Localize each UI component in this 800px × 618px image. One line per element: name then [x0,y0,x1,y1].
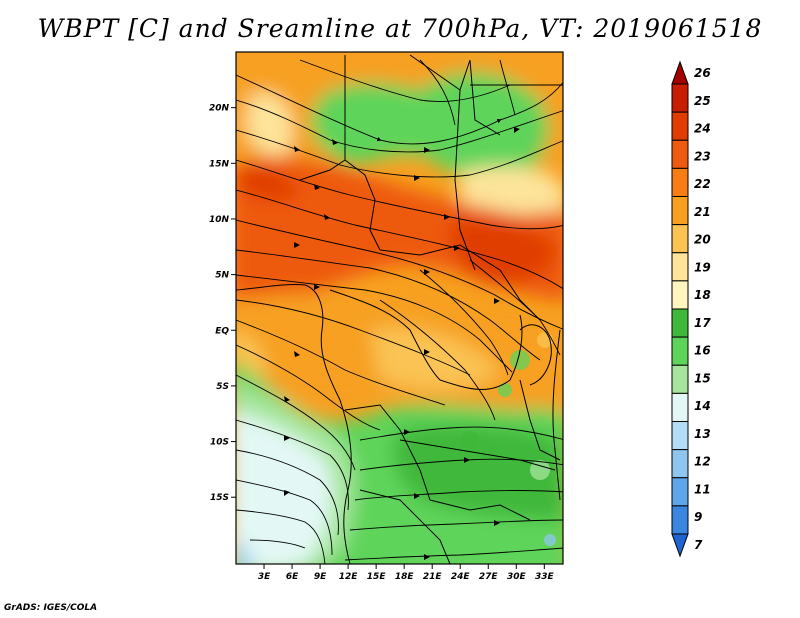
colorbar-swatch [671,280,689,310]
colorbar-level-label: 7 [694,538,703,552]
colorbar-swatch [671,392,689,422]
colorbar-level-label: 17 [694,316,711,330]
colorbar-swatch [671,196,689,226]
colorbar-swatch [671,139,689,169]
colorbar-top-arrow [671,60,689,85]
lat-tick-label: 5S [216,382,229,392]
map-title: WBPT [C] and Sreamline at 700hPa, VT: 20… [37,14,763,43]
longitude-axis: 3E 6E 9E 12E 15E 18E 21E 24E 27E 30E 33E [258,564,555,582]
colorbar-swatch [671,477,689,507]
colorbar-level-label: 16 [694,344,711,358]
lat-tick-label: EQ [215,326,229,336]
lon-tick-label: 18E [395,572,415,582]
colorbar-level-label: 26 [694,66,711,80]
colorbar-level-label: 14 [694,399,711,413]
wbpt-map-plot [236,52,563,564]
lon-tick-label: 9E [314,572,327,582]
streamlines [236,59,563,564]
wbpt-detail-patches [461,332,556,546]
colorbar-swatch [671,449,689,479]
grads-credit: GrADS: IGES/COLA [4,603,98,613]
lat-tick-label: 15N [209,159,230,169]
colorbar-level-label: 13 [694,427,711,441]
lat-tick-label: 10N [209,215,230,225]
lon-tick-label: 27E [479,572,499,582]
lat-tick-label: 5N [215,271,229,281]
colorbar-swatch [671,111,689,141]
lon-tick-label: 12E [339,572,359,582]
colorbar-swatch [671,505,689,535]
lon-tick-label: 15E [367,572,387,582]
colorbar-level-label: 21 [694,205,711,219]
colorbar-level-label: 9 [694,510,702,524]
lon-tick-label: 3E [258,572,271,582]
lon-tick-label: 33E [535,572,555,582]
colorbar-swatch [671,167,689,197]
colorbar-level-label: 19 [694,260,711,274]
colorbar-swatch [671,83,689,113]
colorbar-swatch [671,336,689,366]
plot-frame [235,51,564,565]
country-borders [236,54,563,564]
colorbar-level-label: 22 [694,177,711,191]
colorbar-level-label: 23 [694,149,711,163]
colorbar-level-label: 24 [694,122,711,136]
colorbar-swatch [671,421,689,451]
colorbar-swatch [671,252,689,282]
colorbar-level-label: 25 [694,94,711,108]
colorbar-bottom-arrow [671,533,689,558]
lon-tick-label: 24E [451,572,471,582]
colorbar-level-label: 11 [694,482,711,496]
colorbar-swatch [671,308,689,338]
lat-tick-label: 20N [209,104,230,114]
colorbar: 26 25 24 23 22 21 20 19 18 17 16 15 14 13 12 11 9 7 [671,60,711,558]
colorbar-swatch [671,224,689,254]
lon-tick-label: 21E [423,572,443,582]
lat-tick-label: 10S [210,438,229,448]
colorbar-level-label: 18 [694,288,711,302]
lon-tick-label: 30E [507,572,527,582]
latitude-axis: 20N 15N 10N 5N EQ 5S 10S 15S [209,104,236,503]
colorbar-level-label: 12 [694,455,711,469]
colorbar-level-label: 20 [694,233,711,247]
colorbar-level-label: 15 [694,371,711,385]
lat-tick-label: 15S [210,493,229,503]
lon-tick-label: 6E [286,572,299,582]
colorbar-swatch [671,364,689,394]
